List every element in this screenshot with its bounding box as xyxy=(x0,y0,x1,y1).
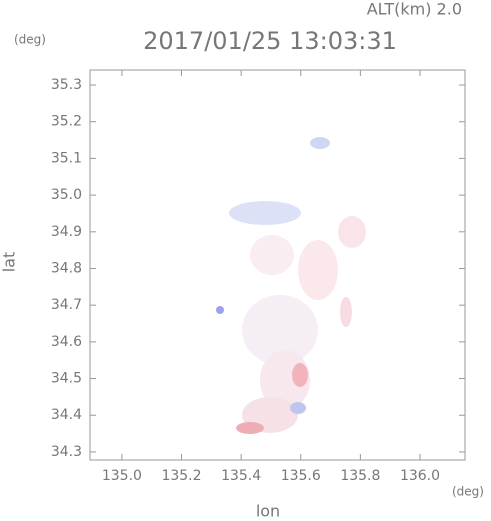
echo-region xyxy=(338,216,366,248)
echo-region xyxy=(292,363,308,387)
echo-region xyxy=(229,201,301,225)
y-axis-label: lat xyxy=(0,252,19,273)
x-tick-label: 135.8 xyxy=(340,468,380,484)
y-tick-label: 35.3 xyxy=(51,77,82,93)
echo-region xyxy=(310,137,330,149)
x-tick-label: 135.0 xyxy=(102,468,142,484)
y-tick-label: 34.3 xyxy=(51,444,82,460)
x-tick-label: 135.6 xyxy=(281,468,321,484)
y-tick-label: 34.7 xyxy=(51,297,82,313)
x-tick-label: 136.0 xyxy=(400,468,440,484)
chart-title: 2017/01/25 13:03:31 xyxy=(143,27,397,55)
x-tick-label: 135.4 xyxy=(221,468,261,484)
y-unit: (deg) xyxy=(14,33,46,47)
echo-field xyxy=(216,137,366,434)
echo-region xyxy=(236,422,264,434)
echo-region xyxy=(340,297,352,327)
x-unit: (deg) xyxy=(452,485,484,499)
plot-frame xyxy=(89,69,466,461)
y-tick-label: 34.6 xyxy=(51,334,82,350)
x-axis-label: lon xyxy=(256,502,280,521)
y-tick-label: 35.1 xyxy=(51,150,82,166)
y-tick-label: 34.4 xyxy=(51,407,82,423)
echo-region xyxy=(290,402,306,414)
echo-region xyxy=(298,240,338,300)
echo-region xyxy=(216,306,224,314)
y-tick-label: 35.0 xyxy=(51,187,82,203)
altitude-label: ALT(km) 2.0 xyxy=(367,0,462,19)
x-tick-label: 135.2 xyxy=(161,468,201,484)
y-tick-label: 35.2 xyxy=(51,114,82,130)
y-tick-label: 34.5 xyxy=(51,371,82,387)
echo-region xyxy=(242,295,318,365)
y-tick-label: 34.9 xyxy=(51,224,82,240)
echo-region xyxy=(250,235,294,275)
y-tick-label: 34.8 xyxy=(51,260,82,276)
